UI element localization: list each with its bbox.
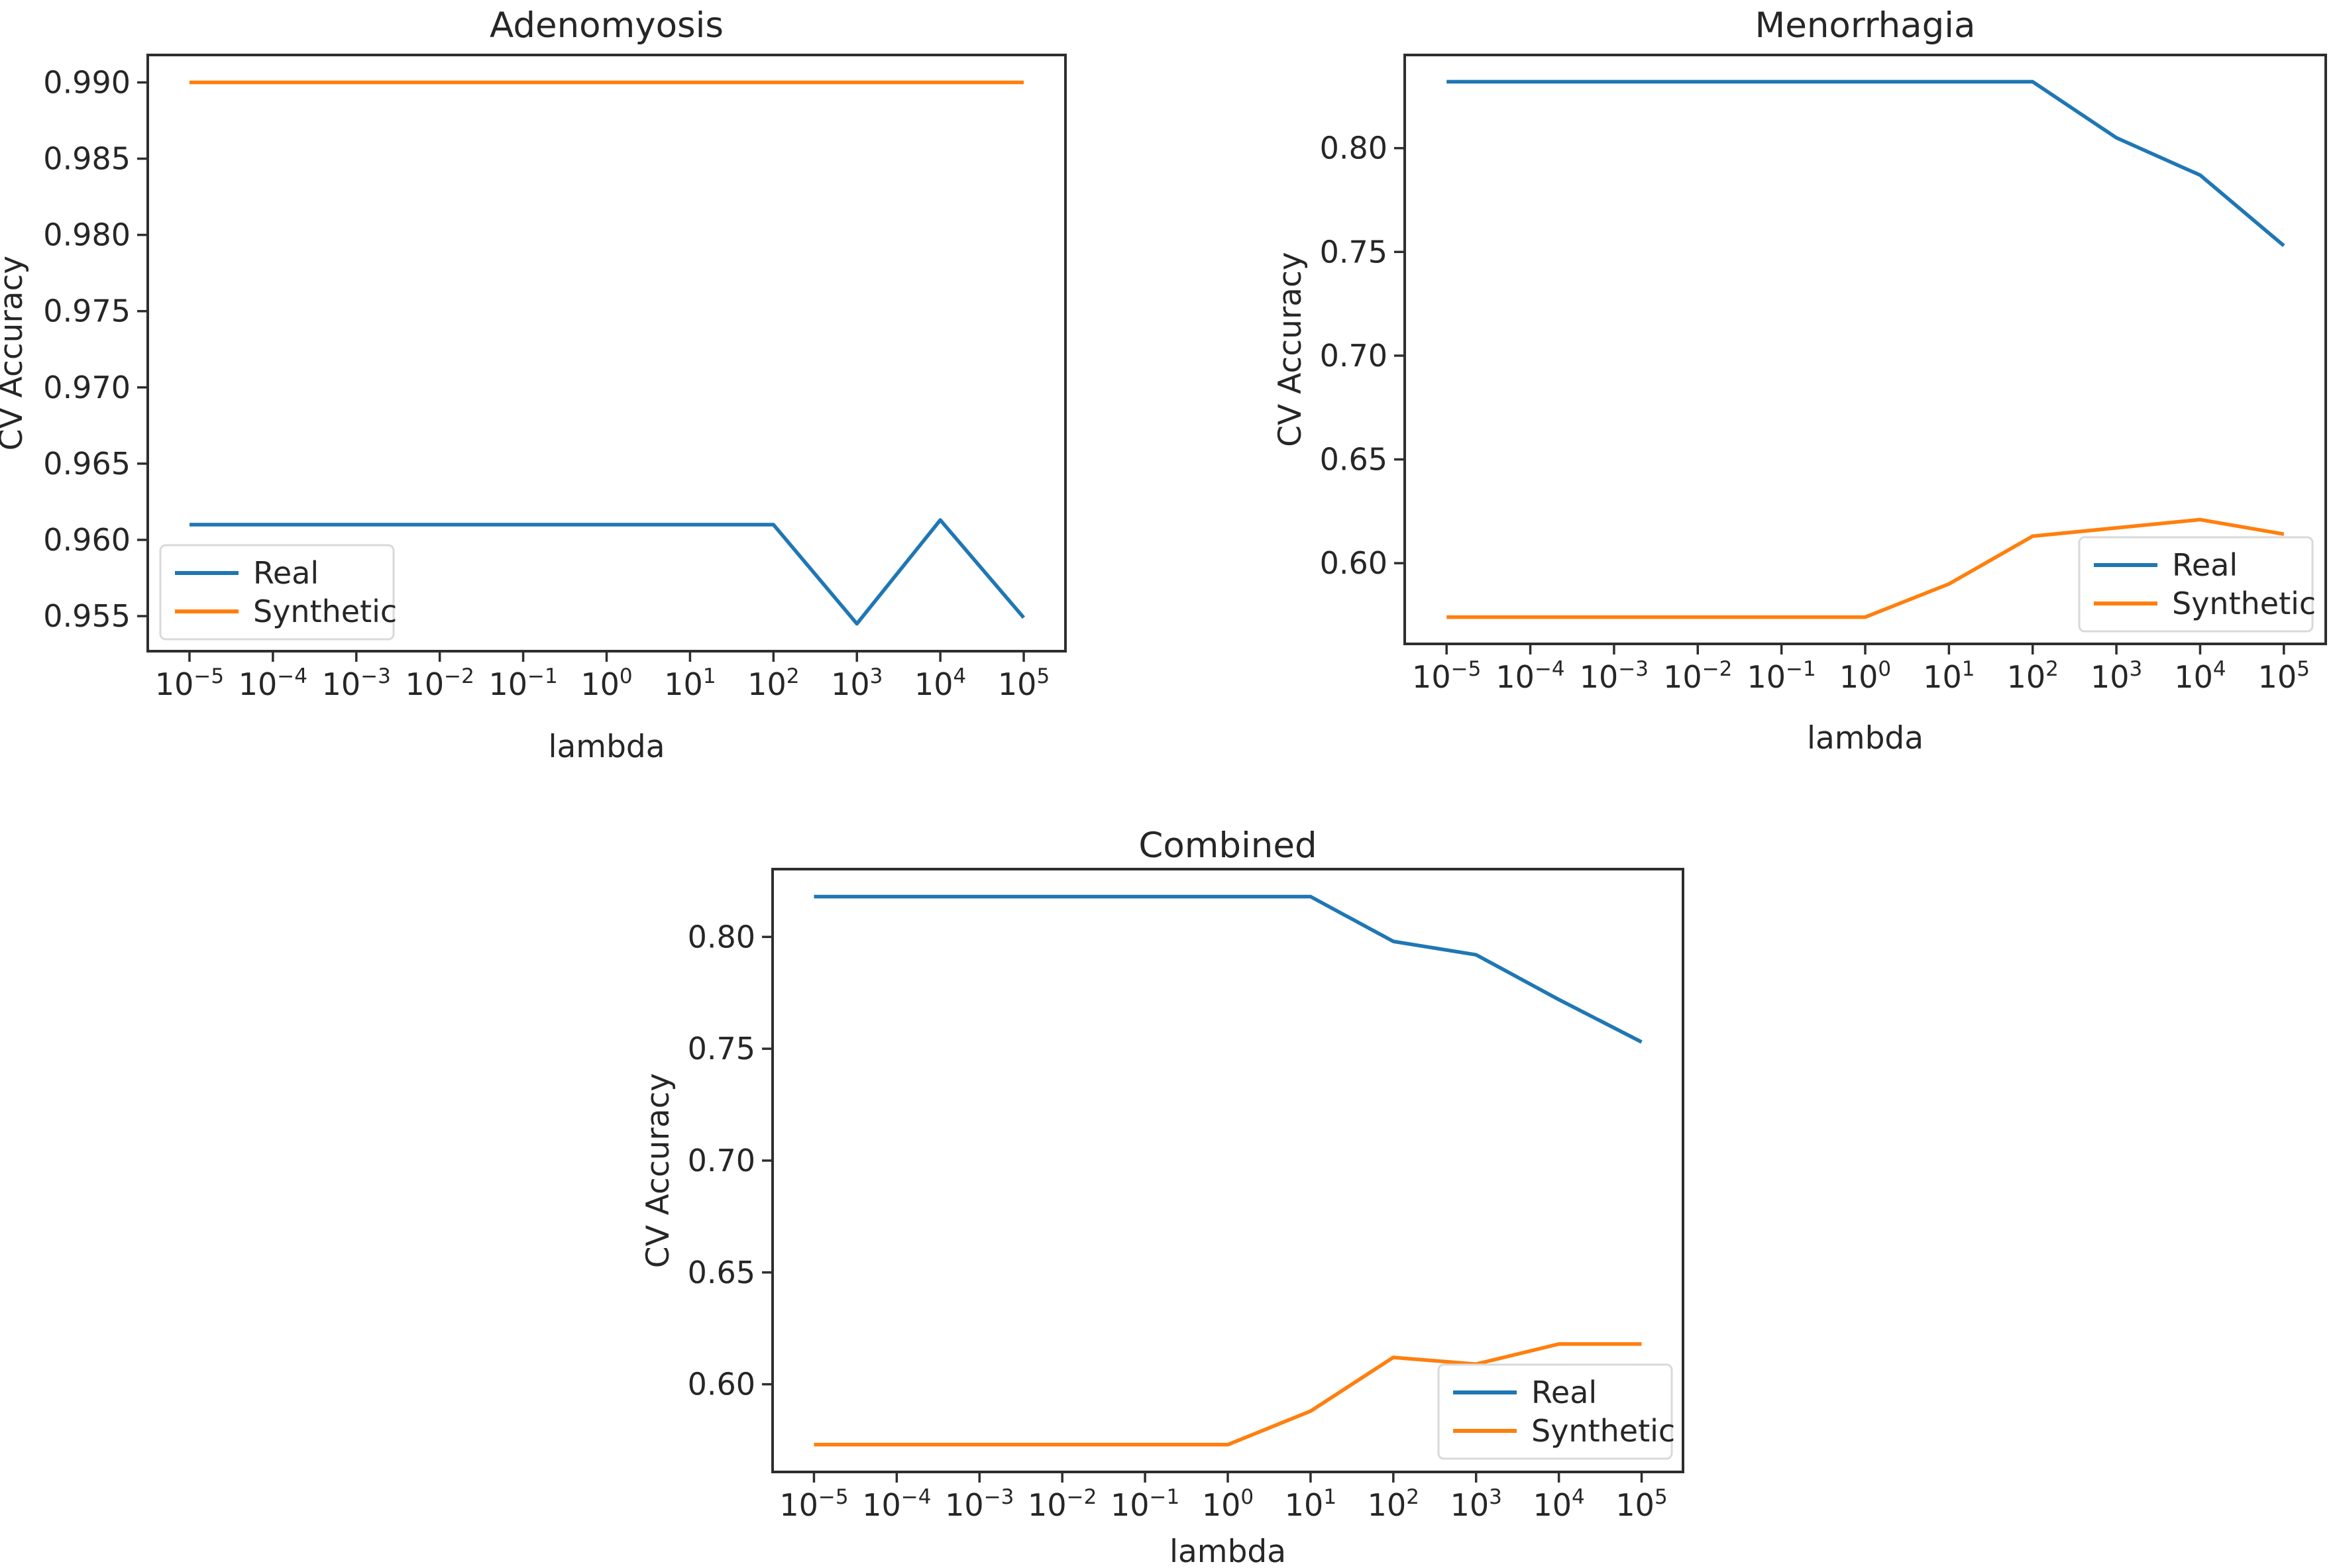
x-tick-label: 10−5 xyxy=(779,1485,848,1523)
y-tick-label: 0.80 xyxy=(688,919,755,955)
x-tick-label: 102 xyxy=(2007,657,2059,695)
y-tick-label: 0.60 xyxy=(688,1367,755,1402)
legend-label-synthetic: Synthetic xyxy=(253,594,397,629)
x-tick-label: 10−5 xyxy=(1412,657,1481,695)
y-tick-label: 0.985 xyxy=(43,141,131,177)
x-tick-label: 10−3 xyxy=(1580,657,1649,695)
y-tick-label: 0.980 xyxy=(43,217,131,253)
x-tick-label: 101 xyxy=(1923,657,1975,695)
x-tick-label: 10−2 xyxy=(1663,657,1732,695)
x-axis-label: lambda xyxy=(1807,720,1924,757)
legend-label-real: Real xyxy=(253,555,319,591)
x-axis-label: lambda xyxy=(548,729,665,765)
x-tick-label: 103 xyxy=(2091,657,2142,695)
y-tick-label: 0.75 xyxy=(1320,234,1387,270)
series-line-real xyxy=(190,518,1026,626)
x-tick-label: 104 xyxy=(1533,1485,1584,1523)
x-tick-label: 10−1 xyxy=(1111,1485,1179,1523)
x-tick-label: 10−1 xyxy=(488,664,557,702)
y-axis-label: CV Accuracy xyxy=(1272,252,1309,446)
y-axis-label: CV Accuracy xyxy=(0,256,30,450)
x-tick-label: 100 xyxy=(580,664,632,702)
chart-title: Combined xyxy=(1138,825,1317,866)
x-tick-label: 105 xyxy=(1615,1485,1667,1523)
x-tick-label: 10−4 xyxy=(239,664,307,702)
x-tick-label: 10−3 xyxy=(945,1485,1014,1523)
series-line-real xyxy=(814,894,1643,1044)
y-tick-label: 0.60 xyxy=(1320,545,1387,581)
plot-border xyxy=(1403,54,2327,645)
x-axis-label: lambda xyxy=(1169,1534,1286,1568)
legend-label-real: Real xyxy=(2172,547,2238,583)
y-tick-label: 0.970 xyxy=(43,370,131,405)
chart-title: Adenomyosis xyxy=(490,5,724,46)
y-tick-label: 0.965 xyxy=(43,446,131,482)
y-tick-label: 0.80 xyxy=(1320,131,1387,166)
x-tick-label: 101 xyxy=(664,664,716,702)
y-axis-label: CV Accuracy xyxy=(640,1073,677,1268)
plot-border xyxy=(146,54,1067,653)
x-tick-label: 10−2 xyxy=(406,664,474,702)
x-tick-label: 100 xyxy=(1202,1485,1254,1523)
x-tick-label: 10−2 xyxy=(1028,1485,1097,1523)
y-tick-label: 0.65 xyxy=(688,1255,755,1290)
y-tick-label: 0.75 xyxy=(688,1031,755,1067)
x-tick-label: 104 xyxy=(914,664,966,702)
x-tick-label: 102 xyxy=(1368,1485,1419,1523)
legend-label-real: Real xyxy=(1531,1375,1597,1410)
x-tick-label: 10−4 xyxy=(1495,657,1564,695)
legend-box xyxy=(159,544,395,641)
x-tick-label: 10−1 xyxy=(1747,657,1816,695)
y-tick-label: 0.975 xyxy=(43,293,131,329)
series-line-synthetic xyxy=(814,1342,1642,1447)
x-tick-label: 103 xyxy=(1450,1485,1502,1523)
legend-label-synthetic: Synthetic xyxy=(2172,586,2316,621)
x-tick-label: 10−5 xyxy=(155,664,224,702)
legend-box xyxy=(1437,1363,1673,1460)
x-tick-label: 100 xyxy=(1839,657,1891,695)
legend-box xyxy=(2078,536,2314,633)
y-tick-label: 0.960 xyxy=(43,522,131,558)
x-tick-label: 105 xyxy=(2258,657,2310,695)
y-tick-label: 0.955 xyxy=(43,598,131,634)
x-tick-label: 105 xyxy=(998,664,1050,702)
x-tick-label: 103 xyxy=(831,664,883,702)
chart-menorrhagia: 0.60 0.65 0.70 0.75 0.80 10−5 10−4 10−3 10−2 10−1… xyxy=(1272,5,2327,757)
y-tick-label: 0.990 xyxy=(43,64,131,100)
chart-combined: 0.60 0.65 0.70 0.75 0.80 10−5 10−4 10−3 10−2 10−1… xyxy=(640,825,1684,1568)
plot-border xyxy=(771,868,1684,1473)
x-tick-label: 104 xyxy=(2174,657,2226,695)
y-tick-label: 0.65 xyxy=(1320,442,1387,478)
x-tick-label: 10−4 xyxy=(862,1485,931,1523)
legend-label-synthetic: Synthetic xyxy=(1531,1413,1675,1449)
x-tick-label: 102 xyxy=(747,664,799,702)
x-tick-label: 10−3 xyxy=(322,664,391,702)
series-line-synthetic xyxy=(1446,517,2285,619)
chart-adenomyosis: 0.955 0.960 0.965 0.970 0.975 0.980 0.985 0.990… xyxy=(0,5,1067,765)
chart-title: Menorrhagia xyxy=(1755,5,1976,46)
y-tick-label: 0.70 xyxy=(1320,338,1387,374)
y-tick-label: 0.70 xyxy=(688,1143,755,1178)
series-line-real xyxy=(1446,79,2285,248)
x-tick-label: 101 xyxy=(1285,1485,1336,1523)
